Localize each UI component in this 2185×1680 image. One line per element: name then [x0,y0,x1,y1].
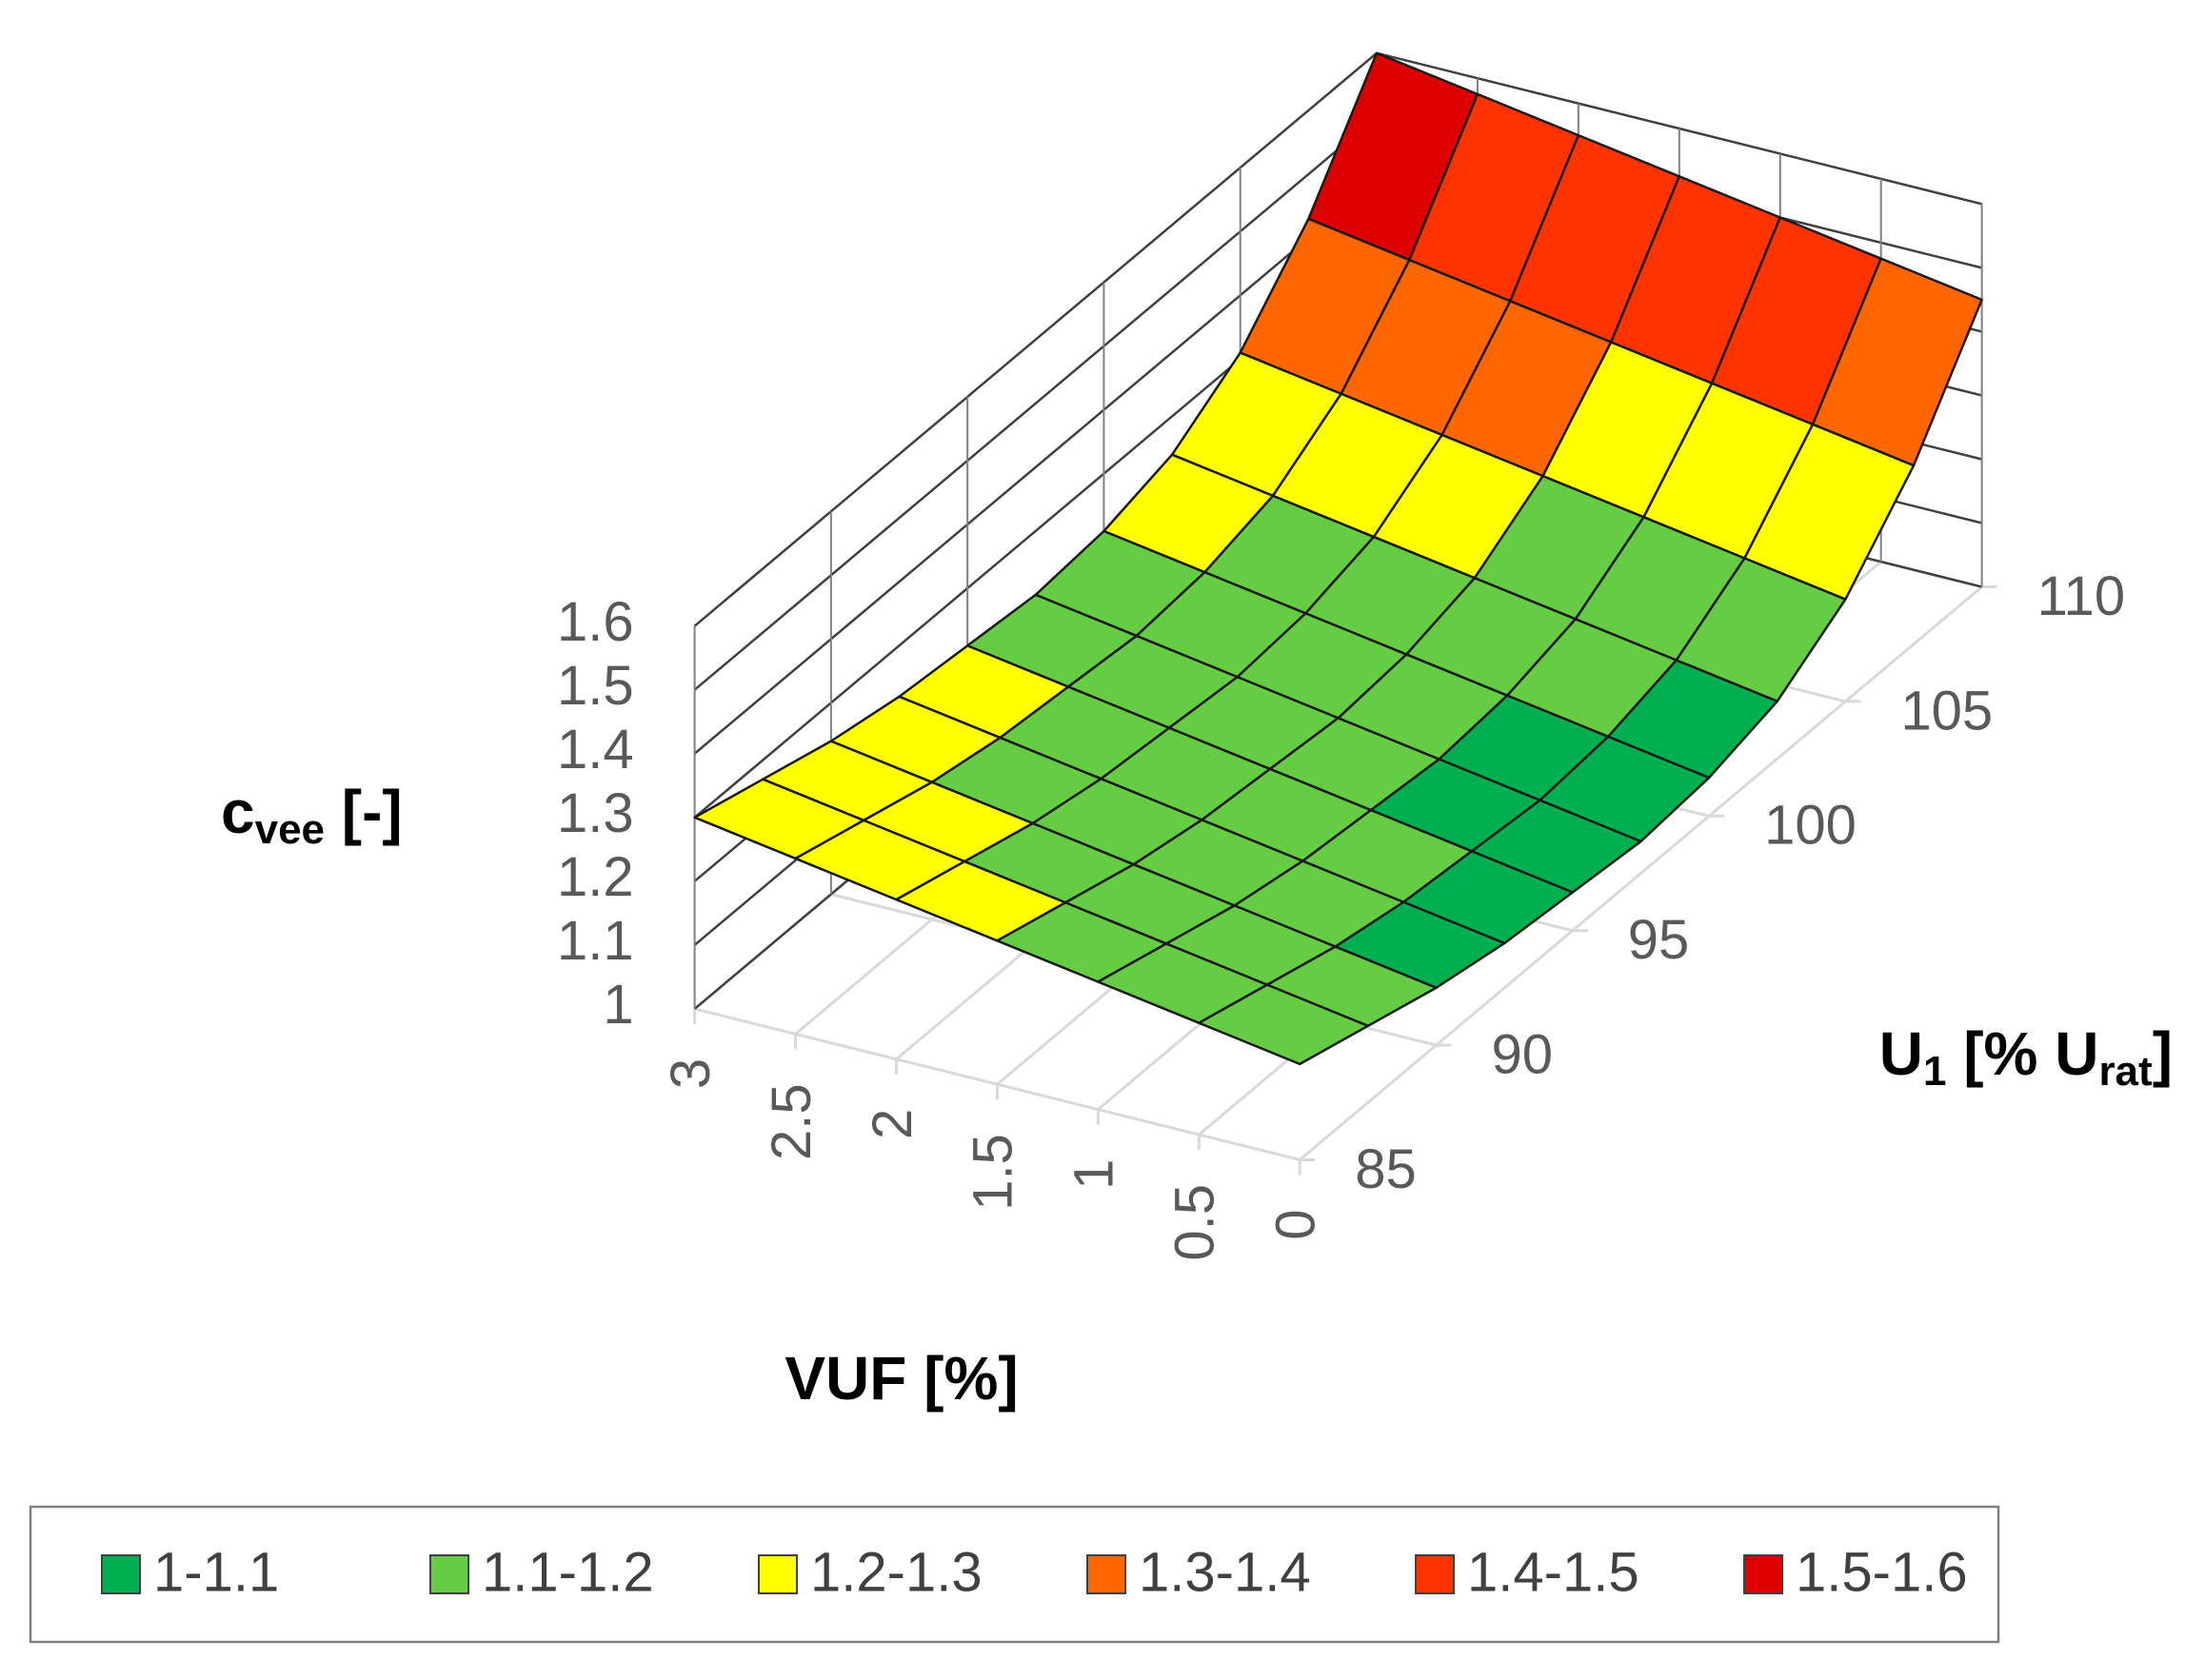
title-part: VUF [%] [785,1344,1018,1413]
z-label: cvee [-] [221,778,403,853]
legend-swatch [758,1554,798,1594]
legend-label: 1.1-1.2 [482,1541,654,1603]
z-tick-label: 1.4 [557,719,634,781]
y-tick-label: 110 [2037,565,2125,627]
legend-swatch [1086,1554,1126,1594]
x-tick-label: 0 [1265,1209,1327,1239]
title-part: U [1879,1019,1923,1088]
x-tick-label: 2 [862,1109,924,1139]
y-tick-label: 100 [1764,795,1857,857]
y-tick-label: 95 [1628,909,1690,971]
z-tick-label: 1 [603,974,633,1036]
legend-swatch [1743,1554,1783,1594]
x-tick-label: 2.5 [761,1083,823,1160]
title-part: c [221,778,255,846]
y-tick-label: 105 [1900,680,1993,741]
title-part: ] [2153,1019,2173,1088]
title-part: vee [255,806,325,853]
wall-grid-line [693,179,1378,755]
legend-label: 1.2-1.3 [810,1541,983,1603]
legend-swatch [1415,1554,1455,1594]
floor-grid-line [1299,585,1983,1161]
x-tick-label: 0.5 [1164,1184,1226,1261]
y-tick-label: 90 [1492,1023,1554,1085]
z-tick-label: 1.3 [557,782,634,844]
z-tick-label: 1.2 [557,846,634,908]
floor-grid-line [694,1007,1301,1161]
legend-label: 1.4-1.5 [1467,1541,1639,1603]
wall-grid-line [693,51,1378,627]
z-tick-label: 1.1 [557,910,634,972]
z-tick-label: 1.5 [557,655,634,717]
y-tick-label: 85 [1355,1138,1417,1200]
x-tick-label: 1.5 [963,1134,1024,1211]
z-tick-label: 1.6 [557,591,634,653]
title-part: [% U [1946,1019,2098,1088]
legend-box [29,1505,2000,1644]
legend-label: 1.3-1.4 [1139,1541,1311,1603]
title-part: [-] [325,778,403,846]
legend-label: 1.5-1.6 [1796,1541,1968,1603]
y-label: U1 [% Urat] [1879,1019,2173,1095]
title-part: 1 [1923,1048,1946,1095]
x-tick-label: 3 [660,1058,722,1089]
surface-cell [1198,983,1370,1066]
wall-grid-line [693,115,1378,691]
x-label: VUF [%] [785,1344,1018,1413]
legend-swatch [429,1554,469,1594]
x-tick-label: 1 [1063,1159,1125,1190]
title-part: rat [2098,1048,2153,1095]
legend-label: 1-1.1 [153,1541,279,1603]
legend-swatch [101,1554,141,1594]
